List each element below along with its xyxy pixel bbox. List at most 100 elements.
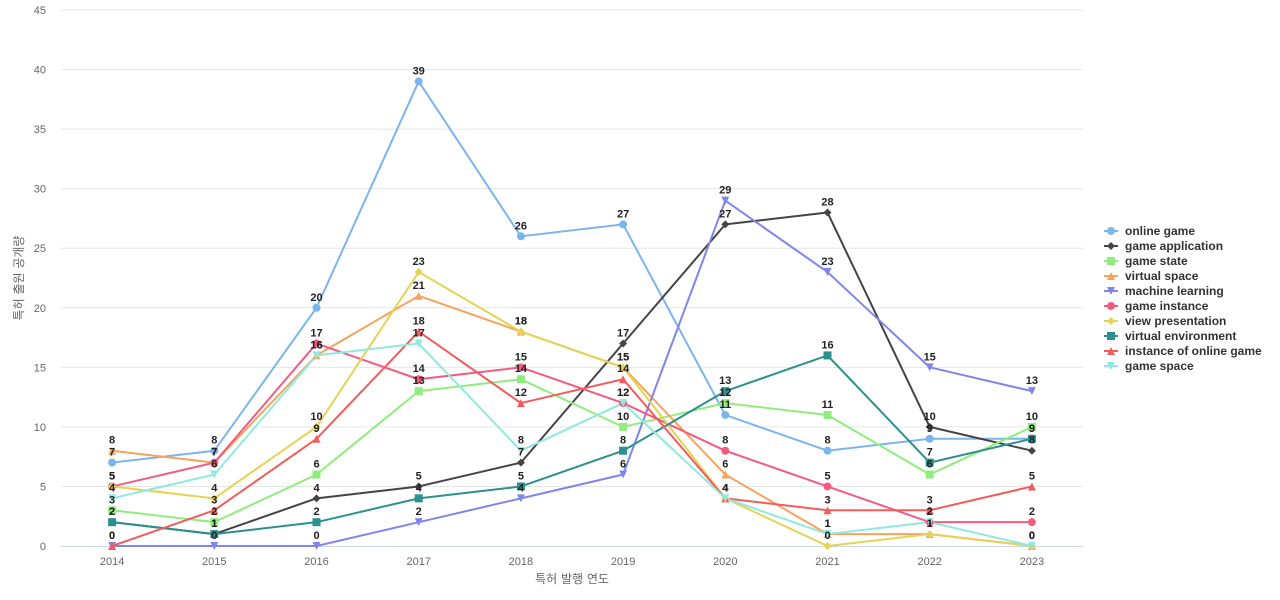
data-point-game-application	[516, 458, 525, 467]
data-point-game-state	[721, 399, 730, 408]
legend-item-virtual-space[interactable]: virtual space	[1104, 269, 1199, 283]
data-label-instance-of-online-game: 3	[927, 494, 933, 506]
legend-item-game-space[interactable]: game space	[1104, 359, 1194, 373]
data-point-game-instance	[1027, 518, 1036, 527]
data-point-view-presentation	[925, 530, 934, 539]
data-label-online-game: 9	[927, 423, 933, 435]
data-label-machine-learning: 2	[416, 506, 422, 518]
data-point-virtual-space	[721, 470, 730, 479]
legend-marker-online-game	[1107, 227, 1115, 235]
data-point-instance-of-online-game	[1027, 482, 1036, 491]
data-label-instance-of-online-game: 5	[1029, 470, 1035, 482]
data-point-online-game	[312, 303, 321, 312]
data-label-virtual-environment: 2	[313, 506, 319, 518]
data-label-online-game: 8	[824, 435, 830, 447]
data-label-game-application: 28	[821, 196, 833, 208]
data-label-virtual-space: 1	[927, 518, 933, 530]
legend-marker-virtual-environment	[1107, 332, 1115, 340]
legend-item-view-presentation[interactable]: view presentation	[1104, 314, 1226, 328]
y-axis-ticks: 0 5 10 15 20 25 30 35 40 45	[34, 5, 46, 553]
x-tick-label: 2023	[1020, 556, 1044, 568]
data-point-instance-of-online-game	[516, 399, 525, 408]
data-label-machine-learning: 15	[924, 351, 936, 363]
data-point-game-instance	[721, 446, 730, 455]
data-label-game-space: 1	[824, 518, 830, 530]
data-label-instance-of-online-game: 0	[109, 530, 115, 542]
data-label-game-application: 2	[109, 506, 115, 518]
y-tick-label: 40	[34, 65, 46, 77]
data-label-game-application: 1	[211, 518, 217, 530]
legend-item-instance-of-online-game[interactable]: instance of online game	[1104, 344, 1262, 358]
data-point-instance-of-online-game	[925, 506, 934, 515]
data-label-instance-of-online-game: 12	[515, 387, 527, 399]
series-line-game-instance	[111, 342, 1032, 524]
legend-item-game-instance[interactable]: game instance	[1104, 299, 1209, 313]
data-label-game-application: 5	[416, 470, 422, 482]
data-label-game-state: 14	[515, 363, 528, 375]
data-label-game-space: 16	[310, 339, 322, 351]
x-tick-label: 2021	[815, 556, 839, 568]
legend-marker-game-state	[1107, 257, 1115, 265]
series-line-game-space	[111, 342, 1033, 547]
data-point-game-state	[210, 518, 219, 527]
legend-item-game-state[interactable]: game state	[1104, 254, 1188, 268]
data-label-game-state: 11	[822, 399, 834, 411]
legend-label-virtual-environment: virtual environment	[1125, 329, 1236, 343]
data-label-view-presentation: 10	[310, 411, 322, 423]
legend-item-virtual-environment[interactable]: virtual environment	[1104, 329, 1236, 343]
data-point-online-game	[925, 434, 934, 443]
data-label-instance-of-online-game: 3	[211, 494, 217, 506]
data-label-game-space: 12	[617, 387, 629, 399]
x-tick-label: 2018	[509, 556, 533, 568]
legend-label-virtual-space: virtual space	[1125, 269, 1199, 283]
data-point-virtual-environment	[312, 518, 321, 527]
data-point-game-space	[108, 494, 117, 503]
data-point-game-space	[721, 494, 730, 503]
data-point-machine-learning	[210, 542, 219, 550]
data-point-view-presentation	[210, 494, 219, 503]
data-point-virtual-environment	[108, 518, 117, 527]
legend-marker-game-instance	[1107, 302, 1115, 310]
data-point-game-instance	[414, 375, 423, 384]
data-label-game-instance: 5	[109, 470, 115, 482]
data-label-instance-of-online-game: 4	[722, 482, 729, 494]
data-point-game-space	[1027, 542, 1036, 550]
legend-item-machine-learning[interactable]: machine learning	[1104, 284, 1224, 298]
data-point-game-application	[721, 220, 730, 229]
data-label-virtual-space: 6	[722, 459, 728, 471]
data-label-virtual-space: 15	[617, 351, 629, 363]
legend-label-game-space: game space	[1125, 359, 1194, 373]
data-label-game-space: 4	[109, 482, 116, 494]
data-point-game-state	[619, 422, 628, 431]
data-label-virtual-environment: 2	[109, 506, 115, 518]
data-point-online-game	[210, 446, 219, 455]
data-label-game-application: 10	[924, 411, 936, 423]
data-label-view-presentation: 18	[515, 316, 527, 328]
data-point-view-presentation	[823, 542, 832, 550]
data-label-view-presentation: 4	[722, 482, 729, 494]
data-label-game-space: 2	[927, 506, 933, 518]
data-point-game-state	[414, 387, 423, 396]
data-label-online-game: 7	[109, 447, 115, 459]
data-point-machine-learning	[312, 542, 321, 550]
data-point-game-space	[414, 339, 423, 348]
data-point-game-space	[823, 530, 832, 539]
data-point-view-presentation	[516, 327, 525, 336]
data-label-instance-of-online-game: 9	[313, 423, 319, 435]
data-label-game-state: 13	[413, 375, 425, 387]
data-label-online-game: 8	[211, 435, 217, 447]
data-point-instance-of-online-game	[108, 542, 117, 550]
data-label-virtual-environment: 9	[1029, 423, 1035, 435]
data-label-online-game: 27	[617, 208, 629, 220]
y-tick-label: 30	[34, 184, 46, 196]
data-point-game-state	[312, 470, 321, 479]
data-point-game-state	[925, 470, 934, 479]
data-point-game-instance	[312, 339, 321, 348]
data-point-virtual-environment	[210, 530, 219, 539]
legend-item-online-game[interactable]: online game	[1104, 224, 1195, 238]
data-point-view-presentation	[108, 482, 117, 491]
data-label-game-application: 7	[518, 447, 524, 459]
legend-item-game-application[interactable]: game application	[1104, 239, 1223, 253]
